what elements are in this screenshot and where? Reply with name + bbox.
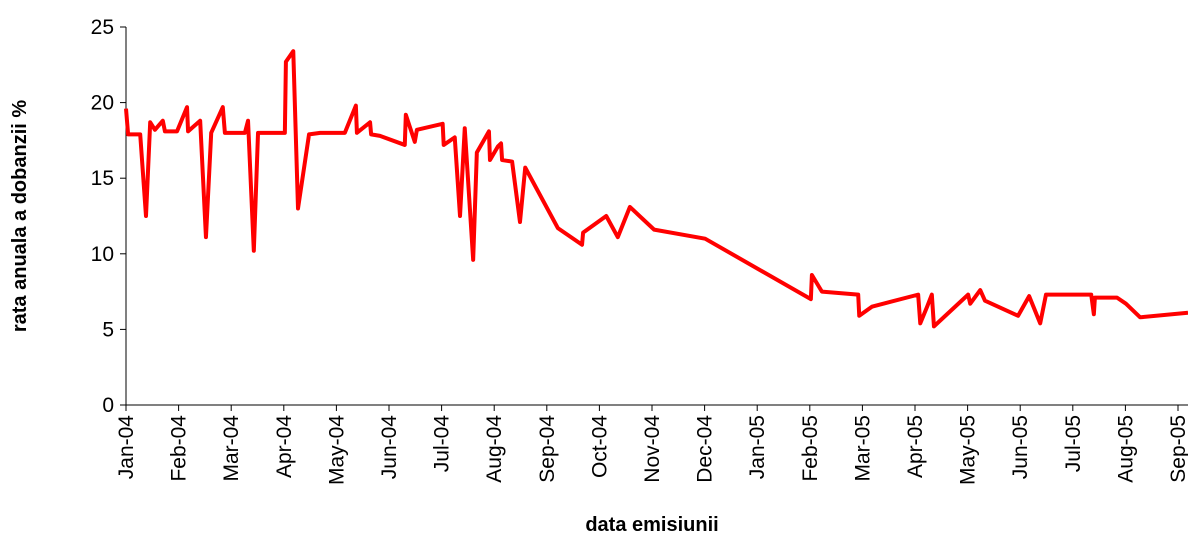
y-tick-label: 5 — [102, 318, 114, 341]
x-tick-label: Nov-04 — [641, 415, 664, 483]
x-tick-label: May-04 — [325, 415, 348, 485]
x-tick-label: Jan-04 — [115, 415, 138, 480]
x-tick-label: Oct-04 — [588, 415, 611, 478]
y-tick-label: 10 — [91, 243, 114, 266]
x-tick-label: Feb-04 — [168, 415, 191, 482]
x-tick-label: May-05 — [957, 415, 980, 485]
x-tick-label: Apr-04 — [273, 415, 296, 478]
x-tick-label: Aug-04 — [483, 415, 506, 483]
x-tick-label: Aug-05 — [1114, 415, 1137, 483]
y-tick-label: 25 — [91, 16, 114, 39]
x-tick-label: Apr-05 — [904, 415, 927, 478]
x-tick-label: Jan-05 — [746, 415, 769, 479]
x-tick-label: Feb-05 — [799, 415, 822, 482]
x-tick-label: Mar-05 — [851, 415, 874, 482]
x-tick-label: Sep-04 — [536, 415, 559, 483]
x-axis-title: data emisiunii — [585, 514, 718, 536]
y-tick-label: 15 — [91, 167, 114, 190]
x-tick-label: Sep-05 — [1167, 415, 1188, 483]
x-tick-label: Mar-04 — [220, 415, 243, 482]
y-tick-label: 20 — [91, 92, 114, 115]
line — [124, 49, 1188, 329]
y-axis-title: rata anuala a dobanzii % — [9, 100, 31, 333]
x-tick-label: Jul-05 — [1062, 415, 1085, 472]
y-tick-label: 0 — [102, 394, 114, 417]
x-tick-label: Jun-05 — [1009, 415, 1032, 479]
x-tick-label: Jun-04 — [378, 415, 401, 480]
x-tick-label: Dec-04 — [694, 415, 717, 483]
x-tick-label: Jul-04 — [431, 415, 454, 473]
